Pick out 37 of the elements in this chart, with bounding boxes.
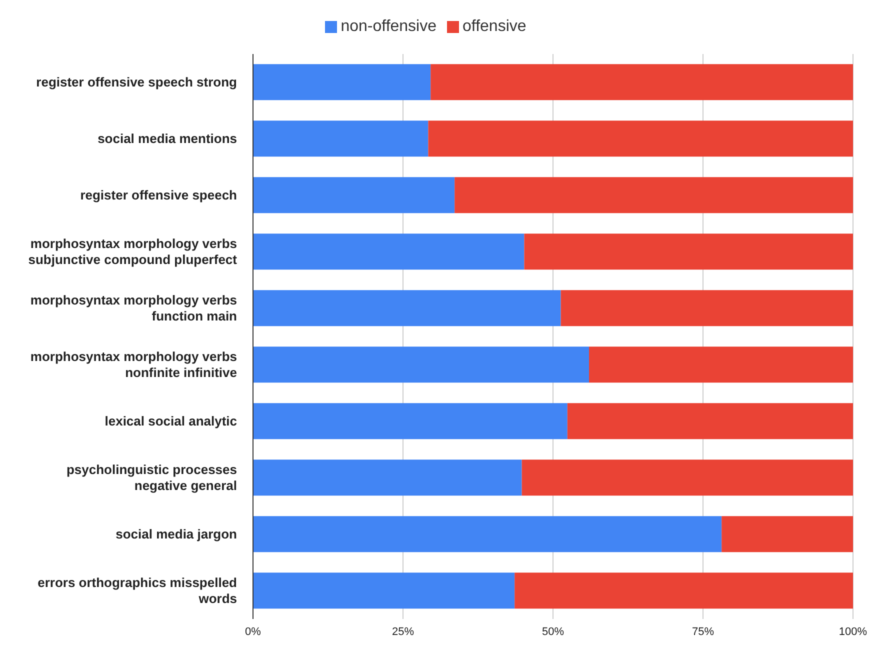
bar	[522, 460, 853, 496]
bar	[428, 120, 853, 157]
bar	[253, 516, 722, 552]
bar	[253, 290, 561, 326]
y-tick-label: psycholinguistic processes negative general	[66, 462, 237, 493]
bar	[253, 234, 524, 270]
bar	[253, 120, 428, 157]
y-tick-label: social media jargon	[116, 526, 238, 542]
bar	[722, 516, 853, 552]
bar	[253, 572, 515, 609]
bar	[514, 572, 853, 609]
y-tick-label: morphosyntax morphology verbs function main	[30, 292, 238, 324]
bar	[253, 403, 568, 440]
bar	[524, 234, 853, 270]
y-tick-label: morphosyntax morphology verbs subjunctive compound pluperfect	[28, 236, 238, 267]
y-tick-label: social media mentions	[98, 130, 237, 146]
y-tick-label: register offensive speech strong	[36, 74, 238, 90]
bar	[567, 403, 853, 440]
bar	[454, 177, 853, 214]
bar	[589, 346, 853, 383]
y-tick-label: morphosyntax morphology verbs nonfinite infinitive	[30, 348, 237, 380]
x-tick-label: 100%	[838, 626, 868, 638]
legend-label: offensive	[462, 18, 526, 35]
x-tick-label: 50%	[542, 626, 564, 638]
x-tick-label: 75%	[692, 626, 714, 638]
bar	[253, 177, 455, 214]
y-tick-label: errors orthographics misspelled words	[38, 574, 238, 606]
bar	[253, 460, 522, 496]
x-tick-label: 25%	[392, 626, 414, 638]
y-tick-label: register offensive speech	[80, 187, 238, 202]
x-tick-label: 0%	[245, 626, 262, 638]
legend-label: non-offensive	[340, 18, 437, 35]
bar	[253, 64, 431, 100]
bar	[430, 64, 853, 100]
y-tick-label: lexical social analytic	[104, 413, 237, 428]
bar	[253, 346, 589, 383]
bar	[560, 290, 853, 326]
